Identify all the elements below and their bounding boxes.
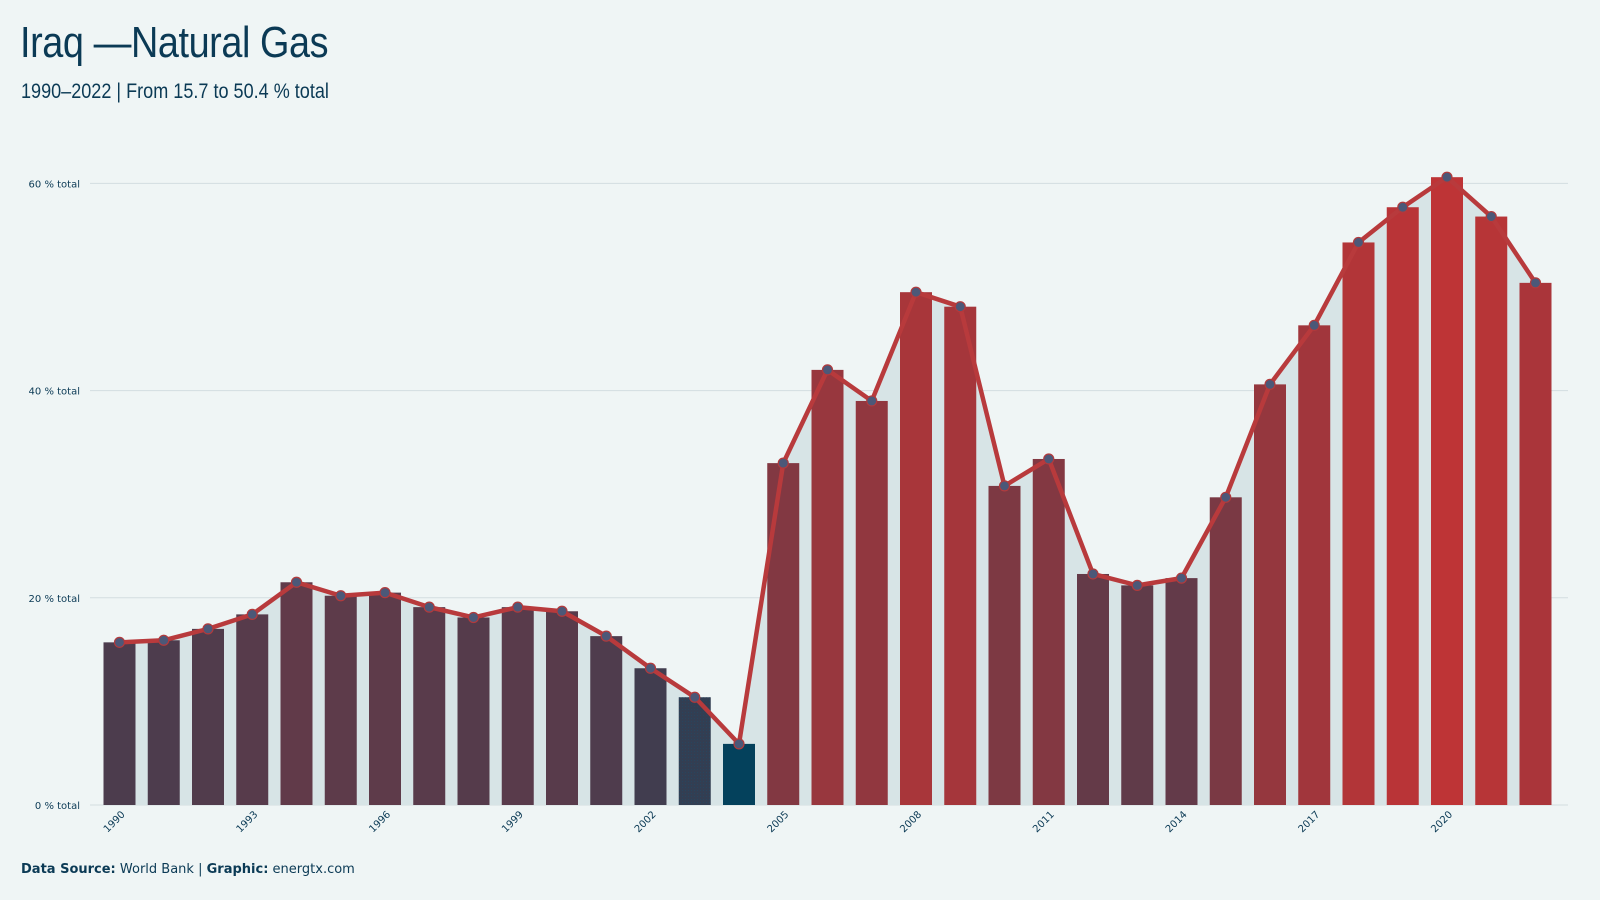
point-1993 xyxy=(246,608,258,620)
point-2017 xyxy=(1308,319,1320,331)
point-1991 xyxy=(158,634,170,646)
point-2019 xyxy=(1397,201,1409,213)
point-1999 xyxy=(512,601,524,613)
bar-2015 xyxy=(1209,497,1242,805)
bars xyxy=(103,177,1552,806)
bar-2017 xyxy=(1298,325,1331,805)
bar-2000 xyxy=(546,611,578,805)
x-tick-label: 1996 xyxy=(367,809,393,835)
point-1990 xyxy=(113,636,126,648)
point-1995 xyxy=(335,590,347,602)
bar-2002 xyxy=(634,668,667,805)
footer-separator: | xyxy=(198,862,203,877)
point-1998 xyxy=(467,611,480,624)
x-tick-label: 2008 xyxy=(898,809,924,835)
footer-credits: Data Source: World Bank | Graphic: energ… xyxy=(21,862,355,877)
point-1996 xyxy=(379,587,391,599)
point-2008 xyxy=(910,286,922,298)
bar-2007 xyxy=(855,400,888,805)
x-tick-label: 2014 xyxy=(1164,809,1190,835)
x-tick-label: 2011 xyxy=(1031,809,1057,835)
point-2005 xyxy=(777,457,789,469)
graphic-value: energtx.com xyxy=(272,862,355,877)
bar-2021 xyxy=(1475,216,1508,805)
y-tick-label: 20 % total xyxy=(29,594,80,605)
bar-2014 xyxy=(1165,578,1198,805)
x-axis-ticks: 1990 1993 1996 1999 2002 2005 2008 2011 2014 2017… xyxy=(102,809,1455,835)
point-2003 xyxy=(689,691,701,703)
point-1992 xyxy=(202,623,214,635)
bar-1993 xyxy=(236,614,269,805)
source-value: World Bank xyxy=(119,862,194,877)
point-2002 xyxy=(644,662,657,674)
point-2021 xyxy=(1485,210,1497,223)
bar-2013 xyxy=(1121,585,1154,805)
point-2022 xyxy=(1529,277,1542,289)
source-label: Data Source: xyxy=(21,862,116,877)
point-1994 xyxy=(290,576,303,588)
bar-2011 xyxy=(1032,458,1065,805)
point-2001 xyxy=(600,630,612,642)
point-2011 xyxy=(1043,453,1055,465)
x-tick-label: 2020 xyxy=(1429,809,1455,835)
x-tick-label: 1993 xyxy=(235,809,261,835)
x-tick-label: 1990 xyxy=(102,809,128,835)
point-2014 xyxy=(1175,572,1188,584)
x-tick-label: 2002 xyxy=(633,809,659,835)
x-tick-label: 2017 xyxy=(1297,809,1323,835)
y-axis-ticks: 0 % total 20 % total 40 % total 60 % total xyxy=(29,179,80,812)
bar-2006 xyxy=(811,369,844,805)
point-2012 xyxy=(1087,568,1099,580)
bar-2009 xyxy=(944,306,977,805)
bar-2019 xyxy=(1386,207,1419,805)
bar-1991 xyxy=(147,640,180,805)
bar-1999 xyxy=(501,607,534,805)
y-tick-label: 60 % total xyxy=(29,179,80,190)
point-2015 xyxy=(1220,491,1232,503)
line-points xyxy=(113,171,1542,750)
point-2007 xyxy=(866,395,878,407)
chart-subtitle: 1990–2022 | From 15.7 to 50.4 % total xyxy=(21,80,329,103)
point-2009 xyxy=(954,301,966,313)
bar-2010 xyxy=(988,485,1021,805)
bar-2012 xyxy=(1077,573,1109,805)
bar-2022 xyxy=(1519,282,1552,806)
bar-2008 xyxy=(900,292,932,805)
point-2016 xyxy=(1264,378,1276,390)
bar-texture-2003 xyxy=(678,697,711,805)
bar-1994 xyxy=(280,582,313,805)
bar-1992 xyxy=(192,628,224,805)
point-2020 xyxy=(1441,171,1453,183)
point-1997 xyxy=(423,601,435,613)
bar-1998 xyxy=(457,617,490,805)
bar-2004 xyxy=(723,743,755,805)
bar-2016 xyxy=(1254,384,1286,805)
graphic-label: Graphic: xyxy=(206,862,269,877)
point-2013 xyxy=(1131,579,1143,591)
bar-1996 xyxy=(369,592,401,805)
point-2000 xyxy=(556,605,568,617)
bar-2020 xyxy=(1431,177,1463,805)
point-2010 xyxy=(998,480,1011,492)
bar-2018 xyxy=(1342,242,1375,805)
chart-title: Iraq —Natural Gas xyxy=(20,18,329,67)
y-tick-label: 0 % total xyxy=(35,801,80,812)
point-2004 xyxy=(733,738,745,750)
bar-1995 xyxy=(324,595,357,805)
point-2018 xyxy=(1352,236,1365,249)
bar-1990 xyxy=(103,642,136,805)
y-tick-label: 40 % total xyxy=(29,387,80,398)
bar-1997 xyxy=(413,607,446,805)
bar-2005 xyxy=(767,463,800,805)
point-2006 xyxy=(821,364,834,376)
bar-2001 xyxy=(590,636,623,805)
x-tick-label: 1999 xyxy=(500,809,526,835)
x-tick-label: 2005 xyxy=(766,809,792,835)
